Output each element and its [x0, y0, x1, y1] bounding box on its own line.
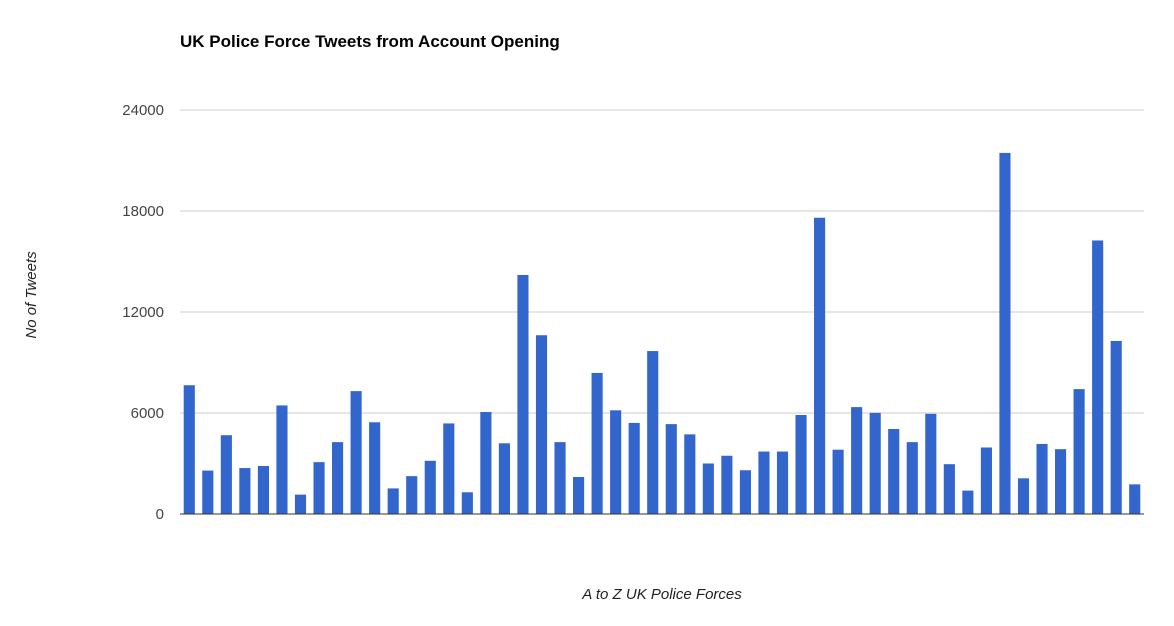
bar: [980, 447, 992, 514]
bar: [369, 422, 381, 514]
bar: [869, 412, 881, 514]
bar: [832, 449, 844, 514]
bar: [999, 152, 1011, 515]
bar: [350, 391, 362, 514]
bar: [517, 274, 529, 514]
y-axis-label: No of Tweets: [23, 251, 40, 339]
bar: [424, 460, 436, 514]
y-axis-ticks: 0 6000 12000 18000 24000: [122, 102, 164, 523]
bar: [202, 470, 214, 514]
bar: [795, 415, 807, 514]
bar: [535, 335, 548, 514]
bar: [1017, 478, 1030, 514]
bar: [814, 217, 826, 515]
bar: [610, 410, 622, 514]
y-tick-label: 0: [156, 506, 164, 523]
bar: [776, 451, 789, 514]
bar: [888, 428, 900, 514]
bar: [628, 422, 640, 514]
chart-title: UK Police Force Tweets from Account Open…: [180, 32, 560, 51]
bar: [1055, 449, 1067, 514]
gridlines: [180, 109, 1144, 414]
bar: [554, 442, 566, 514]
bar: [461, 492, 473, 514]
bar: [739, 470, 751, 514]
bar: [851, 407, 863, 514]
bar: [943, 464, 955, 514]
bar: [276, 405, 288, 514]
bar: [591, 372, 603, 514]
bar: [1129, 484, 1141, 514]
bar: [313, 462, 325, 514]
bar: [257, 466, 269, 514]
y-tick-label: 6000: [131, 405, 164, 422]
y-tick-label: 12000: [122, 304, 164, 321]
bar: [665, 424, 677, 514]
bar: [443, 423, 455, 514]
bar: [220, 435, 232, 514]
bar: [573, 476, 585, 514]
bar: [498, 443, 510, 514]
bar: [1036, 443, 1048, 514]
bar: [758, 451, 770, 514]
bar: [480, 411, 492, 514]
bar: [332, 442, 344, 514]
bar: [239, 468, 251, 514]
bar: [183, 385, 195, 514]
x-axis-label: A to Z UK Police Forces: [581, 586, 742, 603]
bars: [183, 152, 1141, 515]
bar: [647, 351, 659, 514]
bar: [962, 490, 974, 514]
bar: [684, 434, 696, 514]
bar: [387, 488, 399, 514]
y-tick-label: 24000: [122, 102, 164, 119]
bar: [1073, 389, 1085, 514]
y-tick-label: 18000: [122, 203, 164, 220]
bar: [906, 442, 918, 514]
bar: [406, 476, 418, 515]
bar: [1092, 240, 1104, 514]
bar: [1110, 340, 1122, 514]
bar: [294, 494, 307, 514]
bar: [721, 455, 733, 514]
bar: [702, 463, 714, 514]
bar: [925, 413, 937, 514]
